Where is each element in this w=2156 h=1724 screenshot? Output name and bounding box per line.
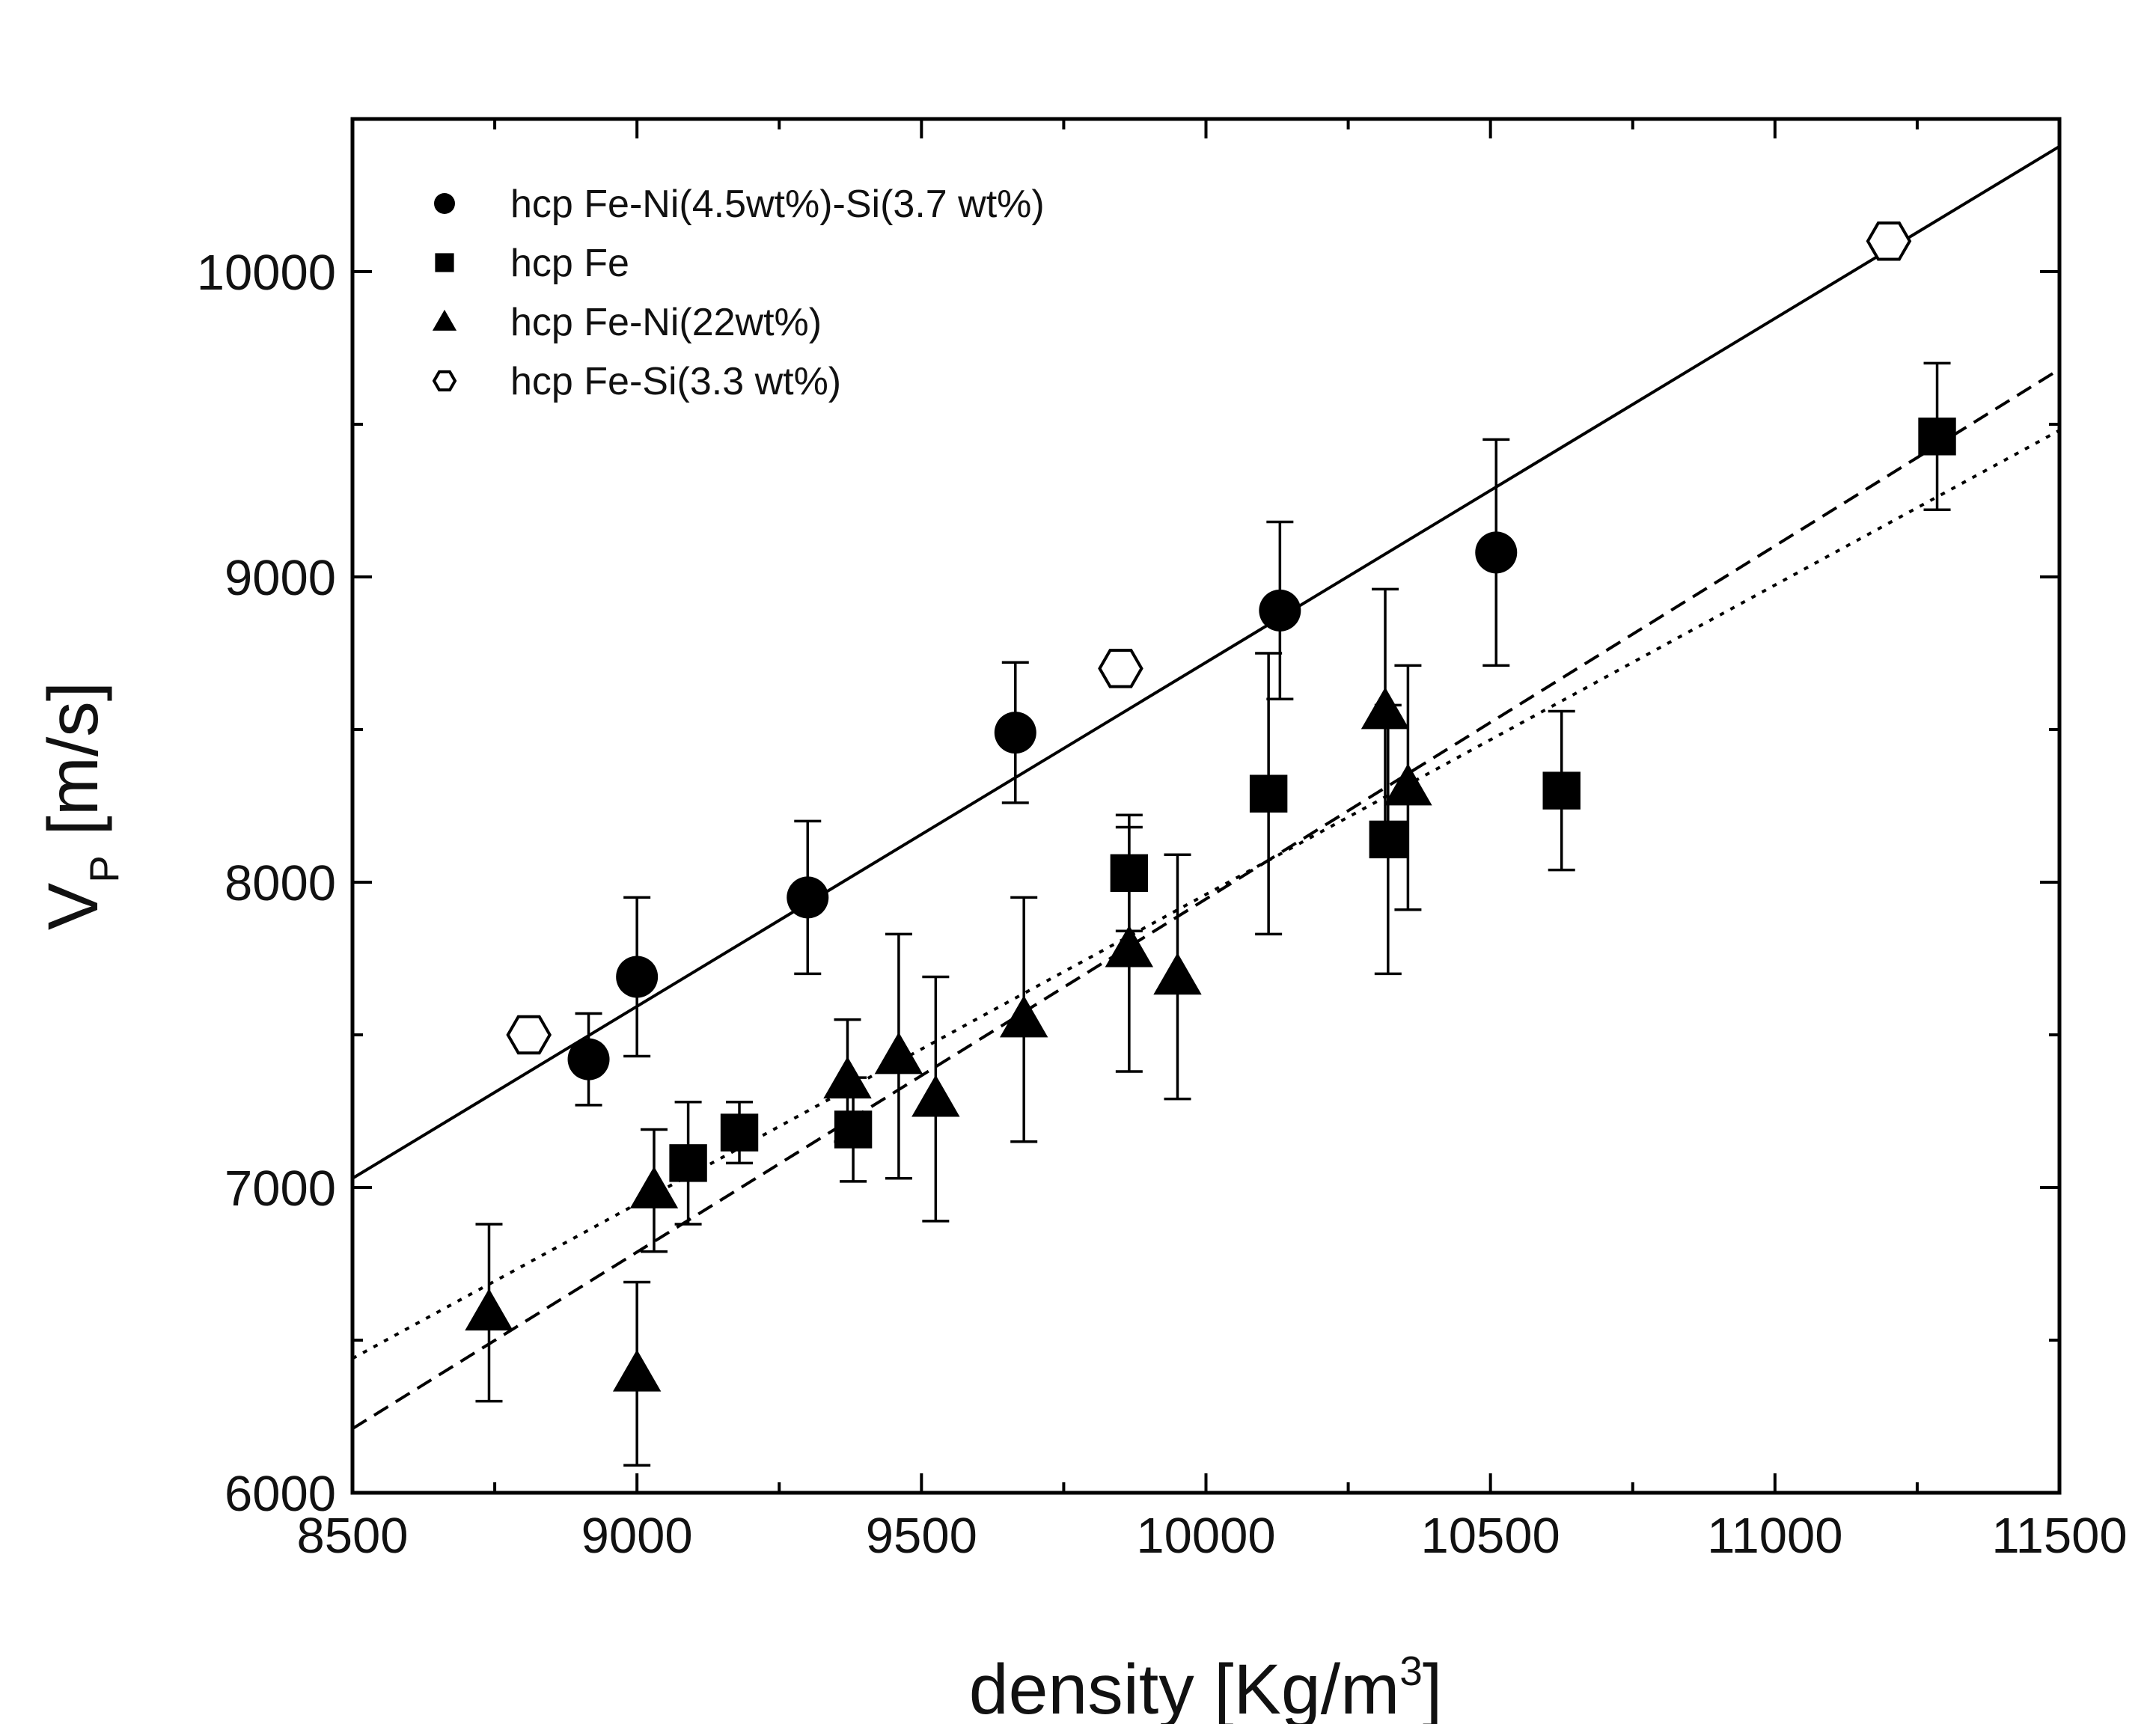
y-axis-title-end: [m/s] (34, 682, 113, 855)
legend-label: hcp Fe-Ni(22wt%) (510, 301, 822, 344)
y-axis-title-main: V (34, 883, 113, 930)
y-tick-label: 9000 (225, 550, 336, 606)
data-point (616, 956, 659, 998)
y-axis-title: VP [m/s] (34, 682, 127, 930)
data-point (1153, 953, 1202, 995)
data-point (1105, 925, 1154, 968)
legend-marker (435, 253, 454, 272)
y-tick-label: 8000 (225, 855, 336, 911)
x-axis-title: density [Kg/m3] (969, 1648, 1443, 1724)
data-point (999, 995, 1048, 1038)
data-point (612, 1349, 662, 1392)
data-point (506, 1015, 552, 1055)
legend-marker (434, 193, 455, 214)
data-point (1361, 687, 1410, 730)
data-point (669, 1144, 707, 1182)
data-point (787, 876, 829, 919)
data-point (1918, 418, 1956, 456)
data-point (823, 1057, 872, 1098)
data-point (465, 1289, 513, 1331)
x-tick-label: 11500 (1991, 1508, 2127, 1564)
x-axis-title-main: density [Kg/m (969, 1650, 1400, 1724)
fit-line (352, 429, 2060, 1360)
x-tick-label: 10500 (1421, 1508, 1560, 1564)
data-point (911, 1075, 960, 1117)
data-point (1542, 771, 1581, 810)
data-point (994, 712, 1036, 754)
fit-line (351, 367, 2061, 1431)
data-point (1369, 820, 1408, 859)
legend-label: hcp Fe-Si(3.3 wt%) (510, 360, 841, 403)
x-tick-label: 9000 (581, 1508, 693, 1564)
y-axis-title-sub: P (81, 855, 127, 883)
y-tick-label: 6000 (225, 1466, 336, 1522)
x-tick-label: 9500 (866, 1508, 977, 1564)
y-tick-label: 7000 (225, 1161, 336, 1217)
legend-marker (432, 309, 457, 331)
data-point (1249, 774, 1288, 813)
legend-label: hcp Fe-Ni(4.5wt%)-Si(3.7 wt%) (510, 183, 1045, 226)
data-point (720, 1113, 759, 1152)
legend-marker (432, 370, 457, 392)
data-point (567, 1038, 610, 1080)
x-tick-label: 11000 (1707, 1508, 1842, 1564)
y-tick-label: 10000 (197, 245, 336, 301)
data-point (1098, 649, 1143, 688)
x-axis-title-sup: 3 (1399, 1648, 1423, 1694)
data-point (629, 1166, 679, 1208)
data-point (1259, 589, 1301, 632)
data-point (1475, 531, 1518, 574)
data-point (874, 1032, 923, 1075)
x-tick-label: 8500 (296, 1508, 408, 1564)
x-axis-title-end: ] (1423, 1650, 1442, 1724)
legend-label: hcp Fe (510, 242, 629, 285)
data-point (1866, 221, 1912, 261)
x-tick-label: 10000 (1136, 1508, 1275, 1564)
data-point (1384, 763, 1432, 806)
